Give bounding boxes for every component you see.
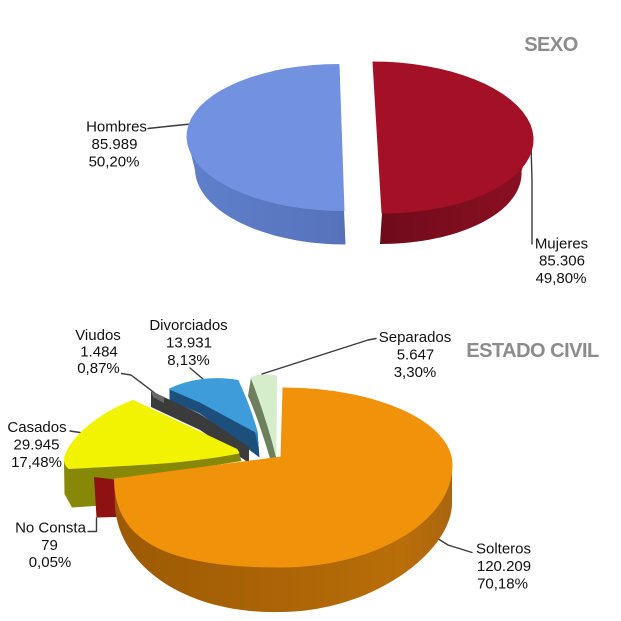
svg-text:49,80%: 49,80% [536,270,587,287]
svg-text:8,13%: 8,13% [167,352,210,369]
svg-text:0,05%: 0,05% [29,554,72,571]
svg-text:Hombres: Hombres [86,119,147,136]
svg-text:3,30%: 3,30% [394,364,437,381]
svg-text:70,18%: 70,18% [477,576,528,593]
svg-text:Viudos: Viudos [75,327,121,344]
svg-text:120.209: 120.209 [477,558,531,575]
svg-text:79: 79 [41,537,58,554]
svg-text:85.989: 85.989 [92,136,138,153]
svg-text:Casados: Casados [7,419,66,436]
svg-text:5.647: 5.647 [397,347,435,364]
svg-text:ESTADO CIVIL: ESTADO CIVIL [466,340,599,362]
svg-text:Divorciados: Divorciados [149,317,227,334]
svg-text:SEXO: SEXO [524,34,578,56]
svg-text:0,87%: 0,87% [77,360,120,377]
svg-text:Mujeres: Mujeres [535,236,588,253]
svg-text:85.306: 85.306 [539,253,585,270]
svg-text:50,20%: 50,20% [89,154,140,171]
svg-text:13.931: 13.931 [166,335,212,352]
svg-text:Separados: Separados [379,329,452,346]
svg-text:29.945: 29.945 [14,437,60,454]
svg-text:No Consta: No Consta [15,520,87,537]
svg-text:Solteros: Solteros [476,541,531,558]
svg-text:17,48%: 17,48% [11,454,62,471]
svg-text:1.484: 1.484 [80,344,118,361]
